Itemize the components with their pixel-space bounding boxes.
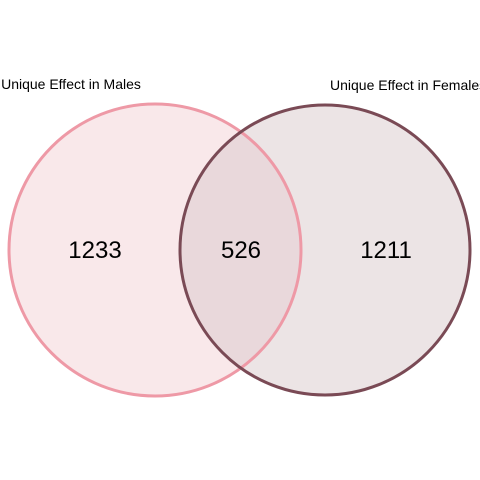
males-set-label: Unique Effect in Males	[1, 76, 141, 92]
intersection-fill	[180, 105, 301, 395]
females-circle-outline	[178, 103, 472, 397]
males-only-count: 1233	[68, 237, 121, 264]
males-circle-outline	[7, 102, 303, 398]
intersection-count: 526	[221, 237, 261, 264]
females-set-label: Unique Effect in Females	[330, 77, 480, 93]
females-only-count: 1211	[360, 237, 412, 264]
